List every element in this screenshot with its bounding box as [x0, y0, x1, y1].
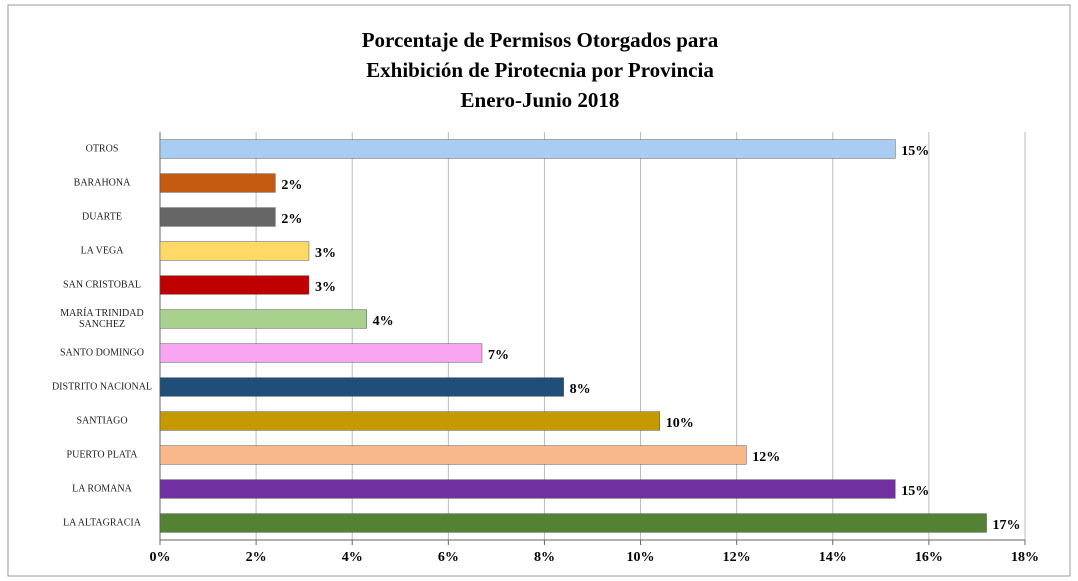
chart-title: Exhibición de Pirotecnia por Provincia [366, 58, 714, 82]
y-tick-label: SAN CRISTOBAL [63, 279, 141, 291]
value-label: 3% [315, 246, 336, 261]
value-label: 17% [993, 518, 1021, 533]
bar [159, 207, 276, 227]
bar [159, 309, 367, 329]
bar [159, 343, 483, 363]
x-tick-label: 18% [1011, 550, 1039, 565]
y-tick-label: SANTO DOMINGO [60, 347, 144, 359]
bar [159, 513, 987, 533]
y-tick-label: MARÍA TRINIDAD SANCHEZ [60, 308, 144, 330]
value-label: 2% [281, 212, 302, 227]
value-label: 7% [488, 348, 509, 363]
value-label: 3% [315, 280, 336, 295]
x-tick-label: 10% [627, 550, 655, 565]
bar [159, 275, 310, 295]
y-tick-label: OTROS [85, 143, 119, 155]
y-tick-label: LA ALTAGRACIA [62, 517, 141, 529]
y-tick-label: PUERTO PLATA [66, 449, 138, 461]
y-tick-label: BARAHONA [73, 177, 131, 189]
y-tick-label: LA VEGA [80, 245, 124, 257]
y-tick-label: SANTIAGO [76, 415, 128, 427]
bar [159, 411, 661, 431]
value-label: 15% [901, 484, 929, 499]
chart-border [7, 4, 1071, 577]
x-tick-label: 0% [150, 550, 171, 565]
value-label: 12% [752, 450, 780, 465]
bar [159, 377, 564, 397]
x-tick-label: 14% [819, 550, 847, 565]
x-tick-label: 2% [246, 550, 267, 565]
value-label: 10% [666, 416, 694, 431]
value-label: 8% [570, 382, 591, 397]
x-tick-label: 12% [723, 550, 751, 565]
x-tick-label: 16% [915, 550, 943, 565]
value-label: 15% [901, 144, 929, 159]
bar [159, 139, 896, 159]
x-tick-label: 8% [534, 550, 555, 565]
value-label: 4% [373, 314, 394, 329]
bar [159, 445, 747, 465]
bar [159, 241, 310, 261]
y-tick-label: LA ROMANA [72, 483, 132, 495]
x-tick-label: 6% [438, 550, 459, 565]
x-tick-label: 4% [342, 550, 363, 565]
value-label: 2% [281, 178, 302, 193]
chart-title: Enero-Junio 2018 [461, 88, 620, 112]
bar [159, 479, 896, 499]
y-tick-label: DISTRITO NACIONAL [51, 381, 153, 393]
bar [159, 173, 276, 193]
chart-title: Porcentaje de Permisos Otorgados para [362, 28, 719, 52]
y-tick-label: DUARTE [82, 211, 122, 223]
